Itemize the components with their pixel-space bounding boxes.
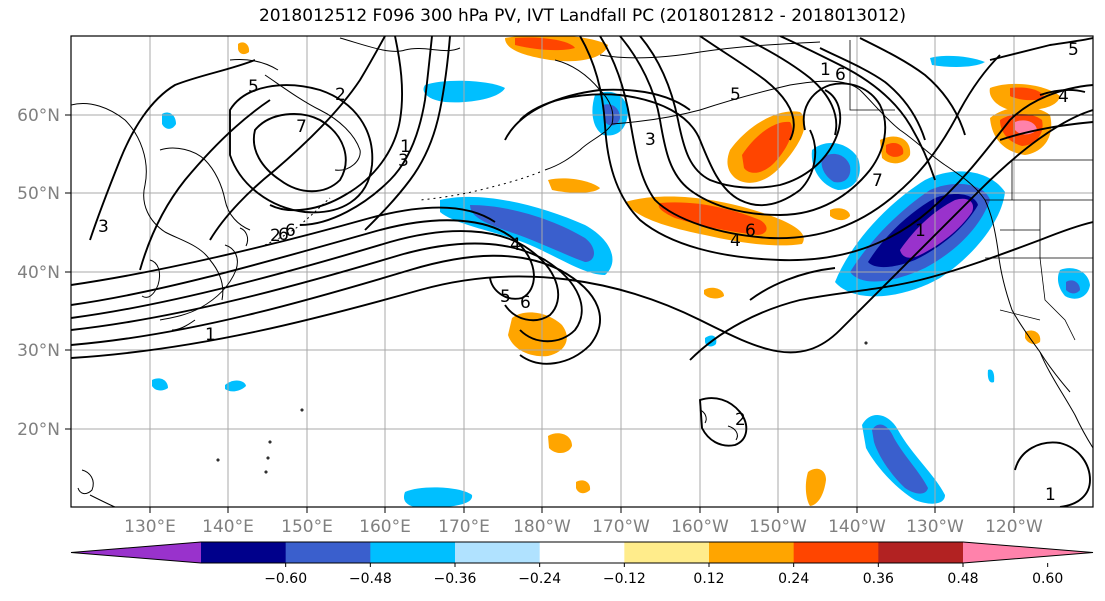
contour-label: 6: [520, 293, 531, 313]
contour-label: 4: [730, 231, 741, 251]
colorbar: −0.60 −0.48 −0.36 −0.24 −0.12 0.12 0.24 0.36 0.4…: [70, 541, 1094, 587]
lon-label: 150°E: [281, 517, 333, 537]
contour-label: 5: [500, 287, 511, 307]
contour-label: 5: [248, 77, 259, 97]
colorbar-segment: [624, 542, 710, 563]
map-title: 2018012512 F096 300 hPa PV, IVT Landfall…: [258, 6, 906, 26]
lon-label: 130°E: [124, 517, 176, 537]
contour-label: 5: [730, 85, 741, 105]
contour-label: 1: [400, 137, 411, 157]
contour-label: 6: [278, 225, 289, 245]
colorbar-tick-label: −0.48: [349, 571, 392, 587]
contour-label: 1: [205, 325, 216, 345]
colorbar-segment: [878, 542, 964, 563]
lon-label: 130°W: [906, 517, 964, 537]
contour-label: 4: [510, 235, 521, 255]
contour-label: 7: [296, 117, 307, 137]
lon-label: 160°E: [359, 517, 411, 537]
contour-label: 6: [285, 221, 296, 241]
colorbar-segment: [539, 542, 625, 563]
colorbar-tick-label: 0.36: [863, 571, 894, 587]
colorbar-extend-high: [963, 542, 1093, 563]
contour-label: 1: [1045, 485, 1056, 505]
contour-label: 2: [735, 410, 746, 430]
colorbar-outline: [70, 541, 1094, 564]
coastlines: [71, 37, 1093, 507]
pv-contours: [71, 36, 1093, 507]
lat-label: 30°N: [17, 341, 60, 361]
lon-label: 180°W: [513, 517, 571, 537]
lon-label: 160°W: [671, 517, 729, 537]
contour-labels: 5 2 7 3 1 6 3 2 6 4 5 6 1 3 5 6 6 7 1 5 …: [98, 40, 1079, 505]
colorbar-tick-label: 0.12: [693, 571, 724, 587]
lat-label: 40°N: [17, 263, 60, 283]
lon-label: 150°W: [749, 517, 807, 537]
colorbar-tick-label: −0.36: [434, 571, 477, 587]
colorbar-segment: [370, 542, 456, 563]
colorbar-segment: [793, 542, 879, 563]
axis-ticks: [65, 114, 1015, 513]
contour-label: 6: [745, 221, 756, 241]
colorbar-tick-label: 0.24: [778, 571, 809, 587]
colorbar-tick-label: −0.24: [518, 571, 561, 587]
latitude-labels: 60°N 50°N 40°N 30°N 20°N: [17, 106, 60, 440]
colorbar-segment: [285, 542, 371, 563]
contour-label: 1: [820, 60, 831, 80]
colorbar-tick-label: −0.60: [264, 571, 307, 587]
lon-label: 140°W: [828, 517, 886, 537]
colorbar-extend-low: [71, 542, 201, 563]
lon-label: 140°E: [202, 517, 254, 537]
contour-label: 6: [835, 65, 846, 85]
contour-label: 2: [270, 226, 281, 246]
contour-label: 7: [872, 171, 883, 191]
colorbar-tick-label: 0.60: [1032, 571, 1063, 587]
contour-label: 3: [398, 151, 409, 171]
contour-label: 1: [915, 221, 926, 241]
contour-label: 3: [645, 130, 656, 150]
lon-label: 170°E: [438, 517, 490, 537]
contour-label: 4: [1058, 87, 1069, 107]
contour-label: 2: [335, 85, 346, 105]
lon-label: 170°W: [592, 517, 650, 537]
lon-label: 120°W: [985, 517, 1043, 537]
colorbar-tick-label: −0.12: [603, 571, 646, 587]
colorbar-tick-label: 0.48: [947, 571, 978, 587]
colorbar-segment: [201, 542, 287, 563]
lat-label: 20°N: [17, 420, 60, 440]
lat-label: 60°N: [17, 106, 60, 126]
contour-label: 3: [98, 217, 109, 237]
lat-label: 50°N: [17, 184, 60, 204]
colorbar-segment: [455, 542, 541, 563]
colorbar-segment: [709, 542, 795, 563]
longitude-labels: 130°E 140°E 150°E 160°E 170°E 180°W 170°…: [124, 517, 1043, 537]
contour-label: 5: [1068, 40, 1079, 60]
